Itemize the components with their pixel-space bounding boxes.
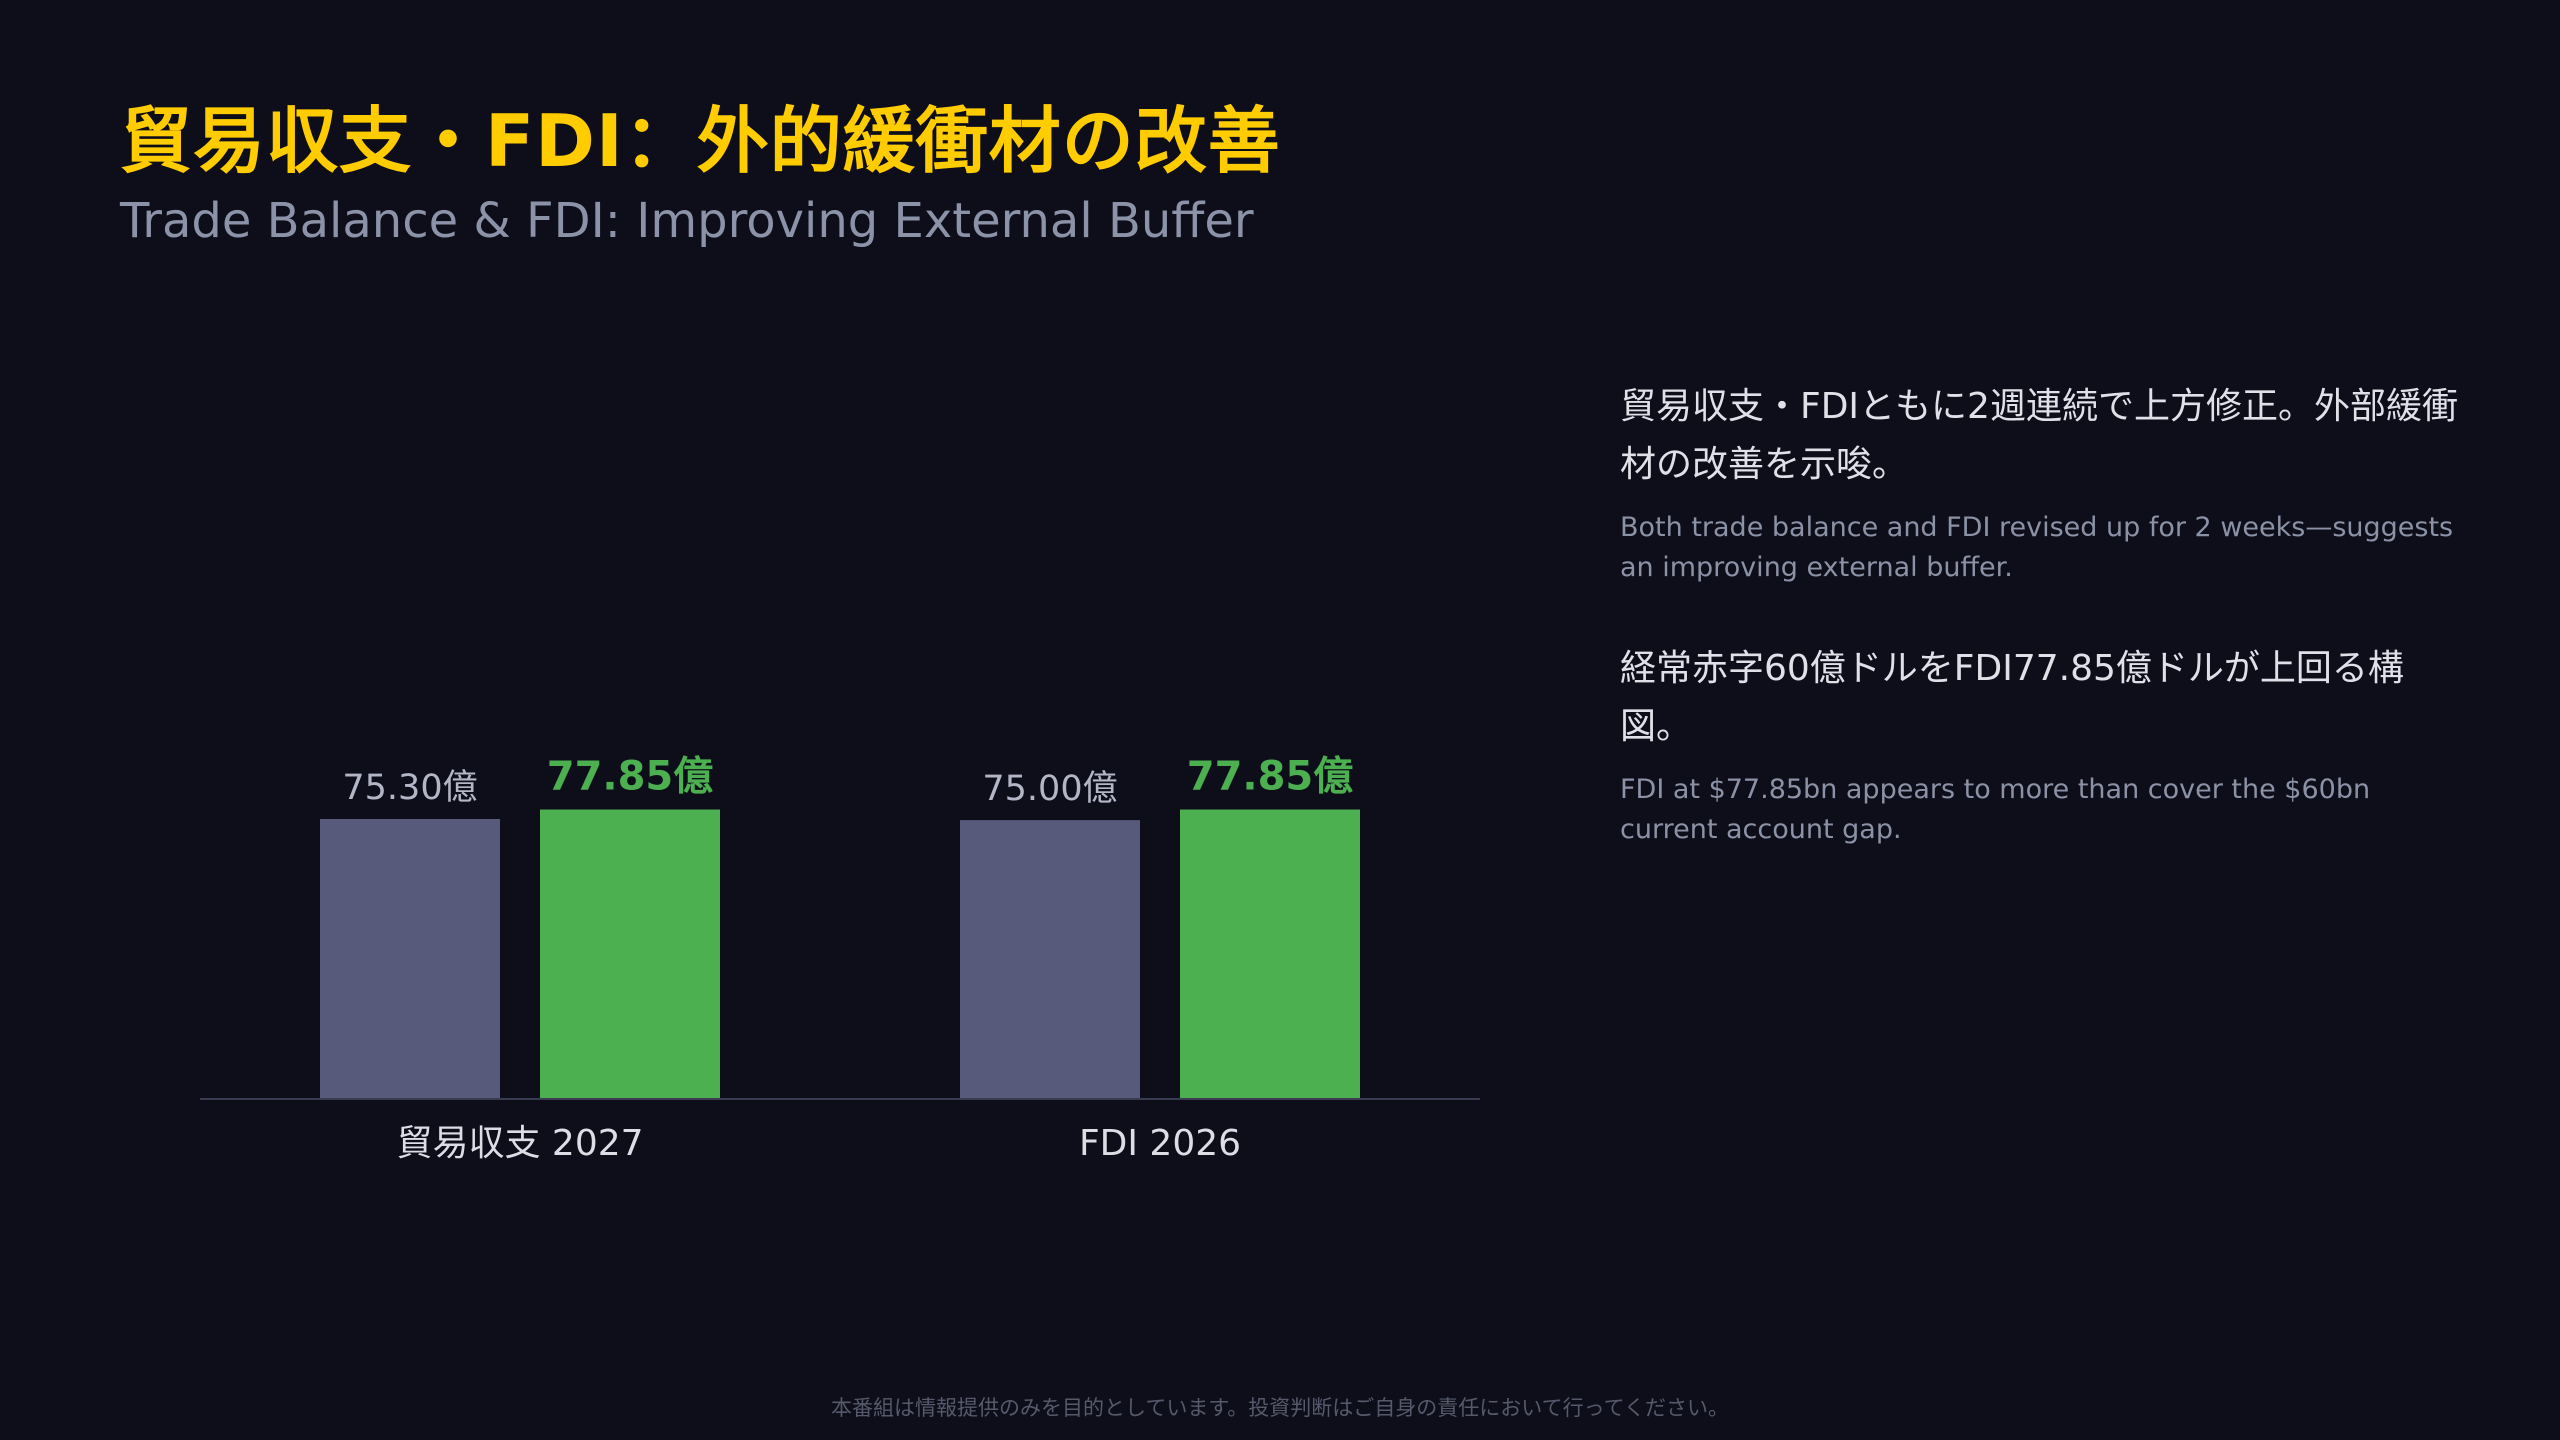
bar-1-2 [540,809,720,1099]
bar-value-label-2-1: 75.00億 [982,769,1117,809]
page-subtitle: Trade Balance & FDI: Improving External … [120,193,1254,249]
insight-point-2: 経常赤字60億ドルをFDI77.85億ドルが上回る構図。 FDI at $77.… [1620,640,2460,850]
insight-2-jp: 経常赤字60億ドルをFDI77.85億ドルが上回る構図。 [1620,648,2404,747]
bar-value-label-1-2: 77.85億 [547,754,714,800]
insight-point-1: 貿易収支・FDIともに2週連続で上方修正。外部緩衝材の改善を示唆。 Both t… [1620,378,2460,588]
insight-1-jp: 貿易収支・FDIともに2週連続で上方修正。外部緩衝材の改善を示唆。 [1620,386,2458,485]
category-label-2: FDI 2026 [1079,1123,1241,1164]
page-title: 貿易収支・FDI：外的緩衝材の改善 [120,99,1281,183]
category-label-1: 貿易収支 2027 [396,1123,643,1164]
insight-2-en: FDI at $77.85bn appears to more than cov… [1620,774,2371,845]
insight-1-en: Both trade balance and FDI revised up fo… [1620,512,2454,583]
bar-2-1 [960,820,1140,1099]
bar-2-2 [1180,809,1360,1099]
insight-panel: 貿易収支・FDIともに2週連続で上方修正。外部緩衝材の改善を示唆。 Both t… [1620,378,2460,902]
bar-1-1 [320,819,500,1099]
bar-value-label-1-1: 75.30億 [342,768,477,808]
bar-value-label-2-2: 77.85億 [1187,754,1354,800]
disclaimer: 本番組は情報提供のみを目的としています。投資判断はご自身の責任において行ってくだ… [831,1396,1729,1420]
